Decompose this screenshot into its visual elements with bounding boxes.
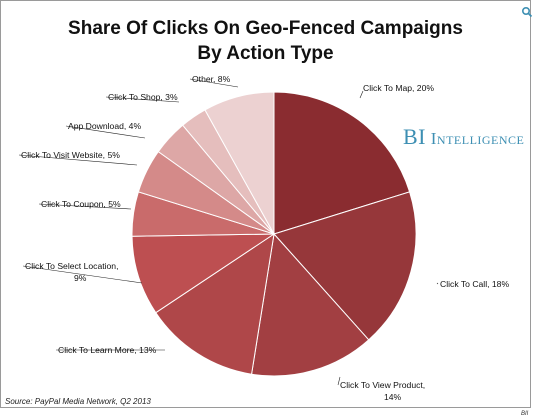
slice-label: Click To Map, 20% xyxy=(363,83,434,93)
brand-logo-second: Intelligence xyxy=(430,129,525,148)
brand-logo-first: BI xyxy=(403,124,426,149)
chart-title: Share Of Clicks On Geo-Fenced Campaigns … xyxy=(0,16,531,66)
slice-label: Click To Visit Website, 5% xyxy=(21,150,120,160)
leader-line xyxy=(105,96,180,103)
pie-slice-click-to-call xyxy=(273,191,417,341)
chart-title-line-2: By Action Type xyxy=(197,43,334,64)
leader-line xyxy=(189,78,239,88)
slice-label: Click To Shop, 3% xyxy=(108,92,178,102)
slice-label: Click To Select Location, 9% xyxy=(25,261,118,283)
chart-title-line-1: Share Of Clicks On Geo-Fenced Campaigns xyxy=(68,18,463,39)
leader-line xyxy=(65,125,146,139)
pie-slice-other xyxy=(204,91,275,236)
corner-mark: BII xyxy=(521,411,529,417)
pie-slice-click-to-learn-more xyxy=(155,232,275,375)
slice-label: Click To Learn More, 13% xyxy=(58,345,157,355)
leader-line xyxy=(436,282,439,285)
slice-label: App Download, 4% xyxy=(68,121,141,131)
slice-label: Other, 8% xyxy=(192,74,231,84)
brand-logo: BI Intelligence xyxy=(403,124,524,150)
slice-label: Click To Call, 18% xyxy=(440,279,509,289)
magnifier-icon[interactable] xyxy=(521,6,533,18)
slice-label: Click To View Product, 14% xyxy=(340,380,425,402)
pie-slice-click-to-view-product xyxy=(250,232,370,377)
leader-line xyxy=(337,376,341,386)
leader-line xyxy=(22,265,143,284)
slice-label: Click To Coupon, 5% xyxy=(41,199,121,209)
pie-slice-click-to-select-location xyxy=(131,233,276,314)
source-note: Source: PayPal Media Network, Q2 2013 xyxy=(5,397,151,406)
leader-line xyxy=(38,203,132,210)
pie-slice-click-to-map xyxy=(273,91,411,235)
leader-line xyxy=(18,154,138,166)
leader-line xyxy=(359,90,364,99)
